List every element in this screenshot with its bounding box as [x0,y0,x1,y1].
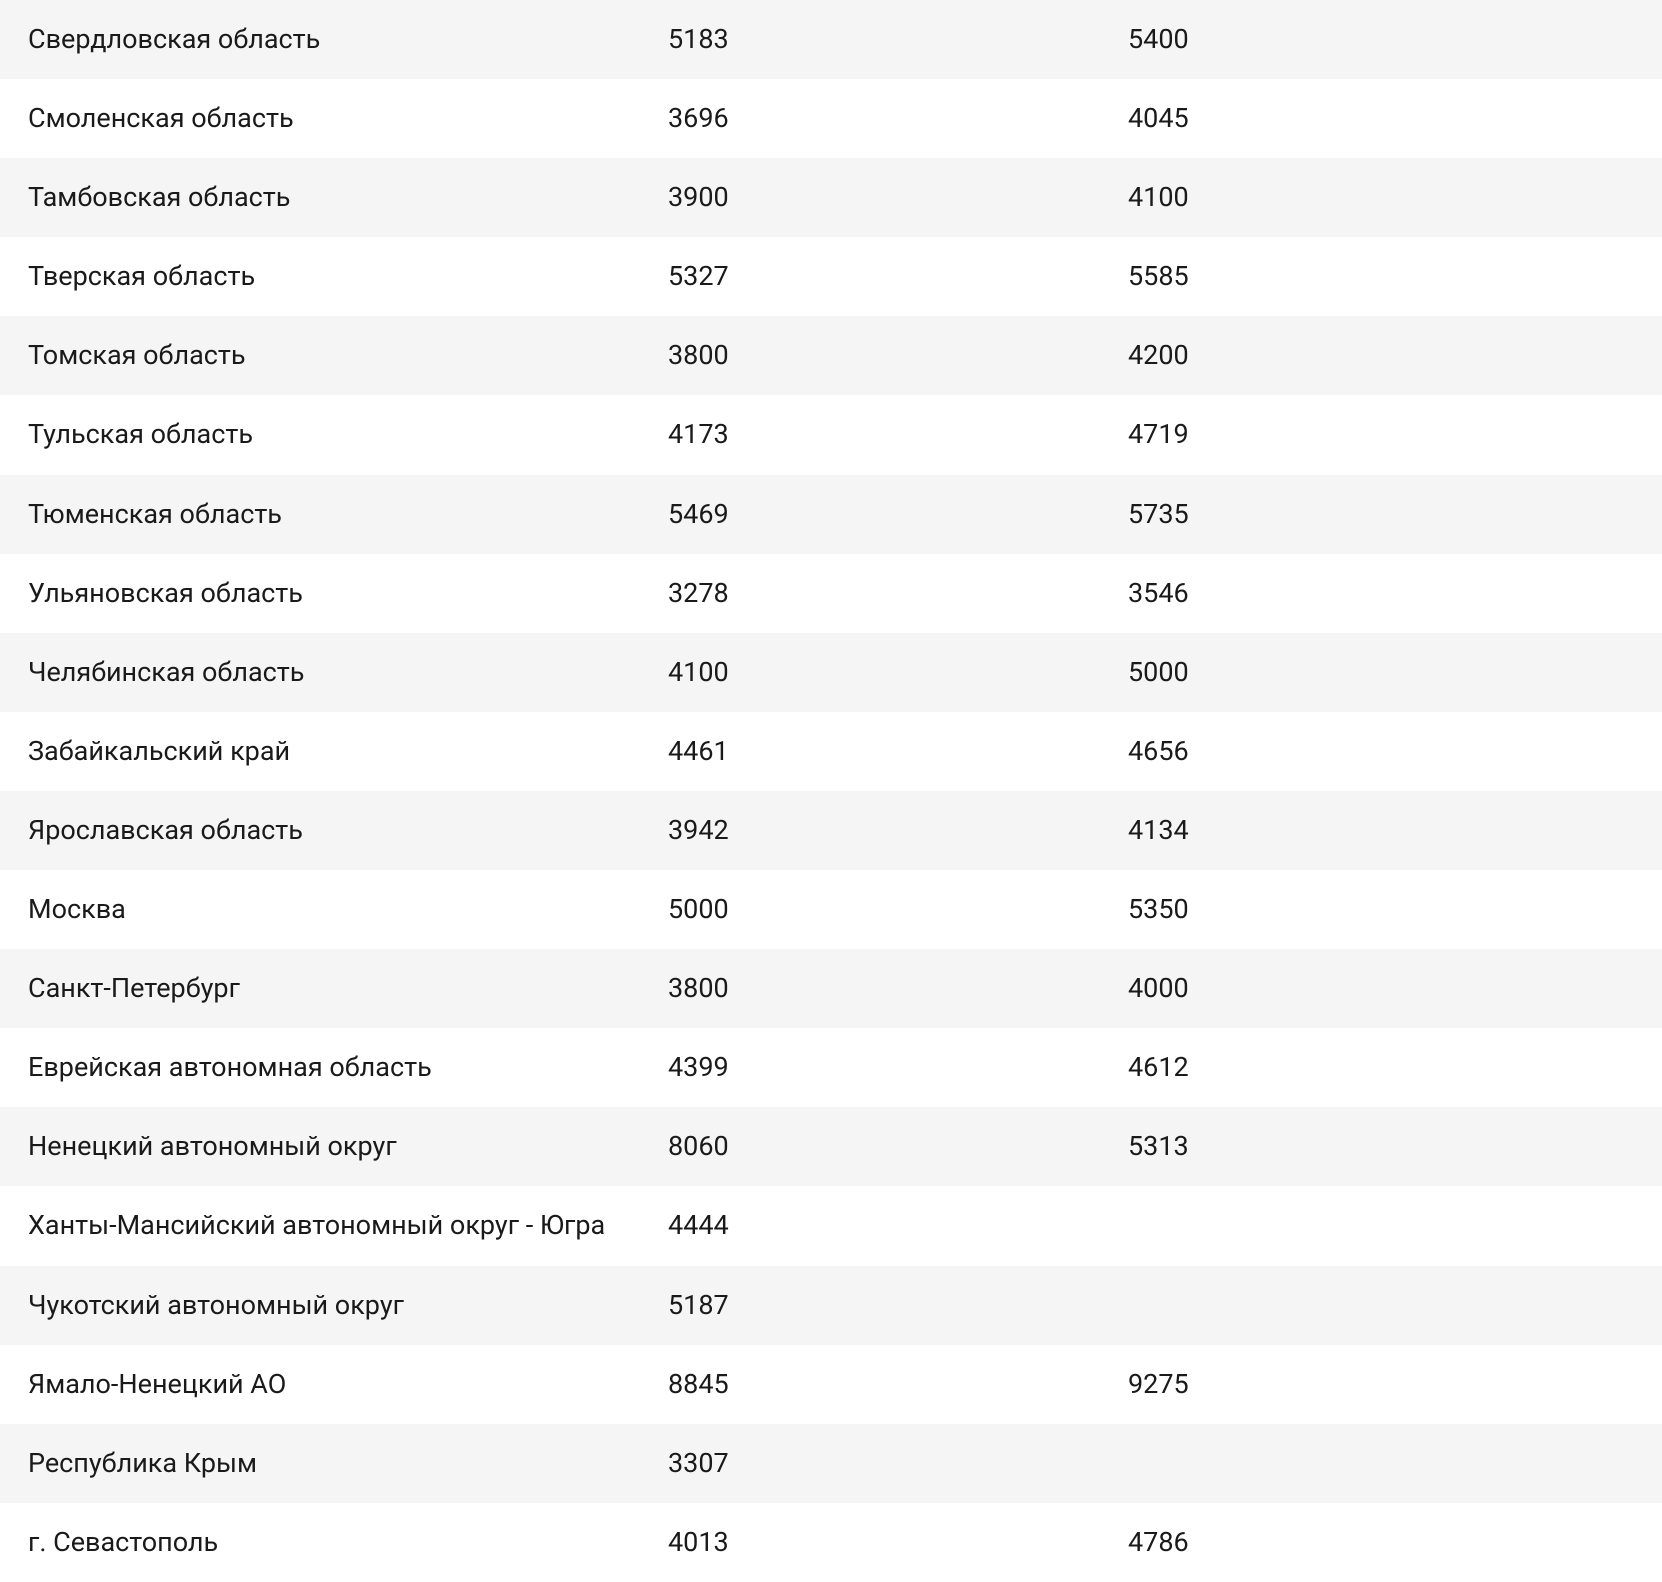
value1-cell: 5000 [640,870,1100,949]
region-cell: г. Севастополь [0,1503,640,1582]
region-cell: Еврейская автономная область [0,1028,640,1107]
value1-cell: 3942 [640,791,1100,870]
region-cell: Москва [0,870,640,949]
value2-cell [1100,1186,1662,1265]
region-cell: Тверская область [0,237,640,316]
value1-cell: 4173 [640,395,1100,474]
value1-cell: 3800 [640,949,1100,1028]
table-row: г. Севастополь 4013 4786 [0,1503,1662,1582]
table-row: Ярославская область 3942 4134 [0,791,1662,870]
value1-cell: 3800 [640,316,1100,395]
region-cell: Ярославская область [0,791,640,870]
value2-cell: 5585 [1100,237,1662,316]
value2-cell: 3546 [1100,554,1662,633]
value2-cell [1100,1424,1662,1503]
region-cell: Свердловская область [0,0,640,79]
region-cell: Смоленская область [0,79,640,158]
table-row: Ямало-Ненецкий АО 8845 9275 [0,1345,1662,1424]
table-row: Москва 5000 5350 [0,870,1662,949]
region-cell: Тамбовская область [0,158,640,237]
region-cell: Ямало-Ненецкий АО [0,1345,640,1424]
table-row: Тульская область 4173 4719 [0,395,1662,474]
region-cell: Республика Крым [0,1424,640,1503]
value1-cell: 4461 [640,712,1100,791]
value2-cell: 9275 [1100,1345,1662,1424]
region-cell: Ульяновская область [0,554,640,633]
value1-cell: 5183 [640,0,1100,79]
region-cell: Тульская область [0,395,640,474]
value1-cell: 4013 [640,1503,1100,1582]
table-row: Ульяновская область 3278 3546 [0,554,1662,633]
region-cell: Челябинская область [0,633,640,712]
region-cell: Ханты-Мансийский автономный округ - Югра [0,1186,640,1265]
table-row: Санкт-Петербург 3800 4000 [0,949,1662,1028]
value2-cell: 4134 [1100,791,1662,870]
value2-cell [1100,1266,1662,1345]
value2-cell: 5735 [1100,475,1662,554]
value2-cell: 4719 [1100,395,1662,474]
table-row: Томская область 3800 4200 [0,316,1662,395]
value1-cell: 5327 [640,237,1100,316]
value1-cell: 8060 [640,1107,1100,1186]
table-row: Чукотский автономный округ 5187 [0,1266,1662,1345]
value1-cell: 3278 [640,554,1100,633]
value2-cell: 4612 [1100,1028,1662,1107]
region-cell: Тюменская область [0,475,640,554]
regions-table: Свердловская область 5183 5400 Смоленска… [0,0,1662,1582]
value1-cell: 3696 [640,79,1100,158]
value1-cell: 5469 [640,475,1100,554]
value2-cell: 5000 [1100,633,1662,712]
value1-cell: 3307 [640,1424,1100,1503]
table-row: Забайкальский край 4461 4656 [0,712,1662,791]
table-row: Ханты-Мансийский автономный округ - Югра… [0,1186,1662,1265]
value2-cell: 5313 [1100,1107,1662,1186]
region-cell: Санкт-Петербург [0,949,640,1028]
table-row: Республика Крым 3307 [0,1424,1662,1503]
table-row: Еврейская автономная область 4399 4612 [0,1028,1662,1107]
value1-cell: 4444 [640,1186,1100,1265]
table-row: Тверская область 5327 5585 [0,237,1662,316]
value1-cell: 5187 [640,1266,1100,1345]
value1-cell: 8845 [640,1345,1100,1424]
value2-cell: 4045 [1100,79,1662,158]
value1-cell: 3900 [640,158,1100,237]
table-row: Челябинская область 4100 5000 [0,633,1662,712]
region-cell: Чукотский автономный округ [0,1266,640,1345]
value2-cell: 4786 [1100,1503,1662,1582]
value1-cell: 4100 [640,633,1100,712]
table-row: Свердловская область 5183 5400 [0,0,1662,79]
value2-cell: 4200 [1100,316,1662,395]
table-row: Смоленская область 3696 4045 [0,79,1662,158]
region-cell: Забайкальский край [0,712,640,791]
value1-cell: 4399 [640,1028,1100,1107]
table-row: Тюменская область 5469 5735 [0,475,1662,554]
value2-cell: 4656 [1100,712,1662,791]
value2-cell: 5400 [1100,0,1662,79]
value2-cell: 4100 [1100,158,1662,237]
region-cell: Ненецкий автономный округ [0,1107,640,1186]
value2-cell: 5350 [1100,870,1662,949]
region-cell: Томская область [0,316,640,395]
table-row: Ненецкий автономный округ 8060 5313 [0,1107,1662,1186]
value2-cell: 4000 [1100,949,1662,1028]
table-row: Тамбовская область 3900 4100 [0,158,1662,237]
